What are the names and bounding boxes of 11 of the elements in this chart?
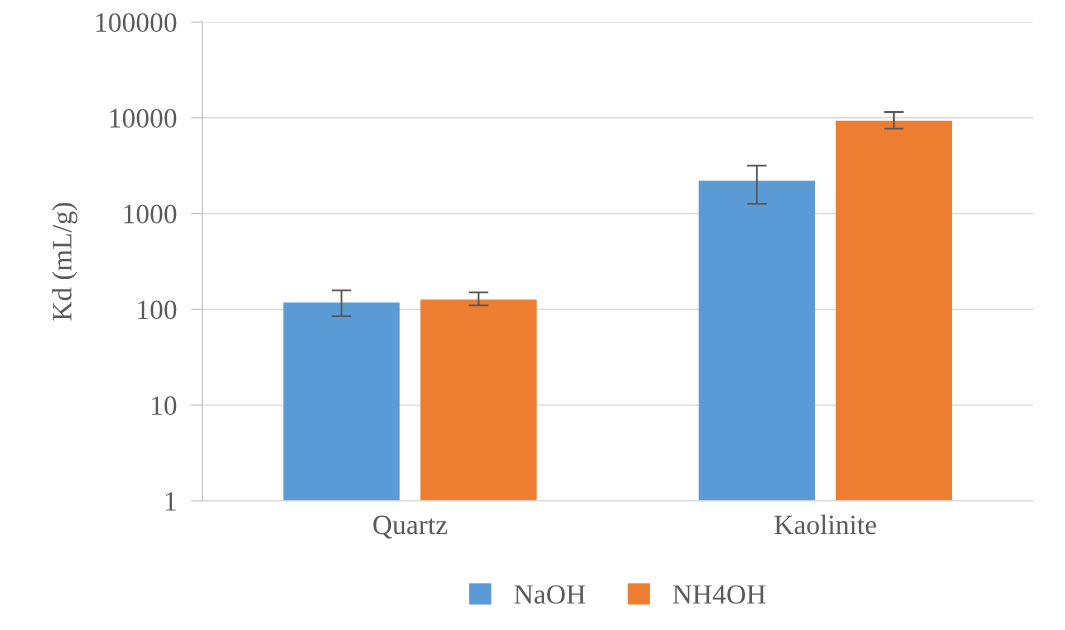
y-tick-label: 100 <box>138 300 177 320</box>
y-tick-label: 1000 <box>124 204 177 224</box>
legend-label: NaOH <box>514 585 586 604</box>
x-tick-label: Quartz <box>373 515 448 539</box>
x-tick-label: Kaolinite <box>774 514 877 535</box>
y-axis-title: Kd (mL/g) <box>52 202 78 321</box>
y-tick-label: 1 <box>165 492 176 511</box>
legend-label: NH4OH <box>672 585 766 604</box>
y-tick-label: 100000 <box>96 13 177 32</box>
y-tick-label: 10000 <box>110 108 177 128</box>
y-tick-label: 10 <box>152 396 177 415</box>
